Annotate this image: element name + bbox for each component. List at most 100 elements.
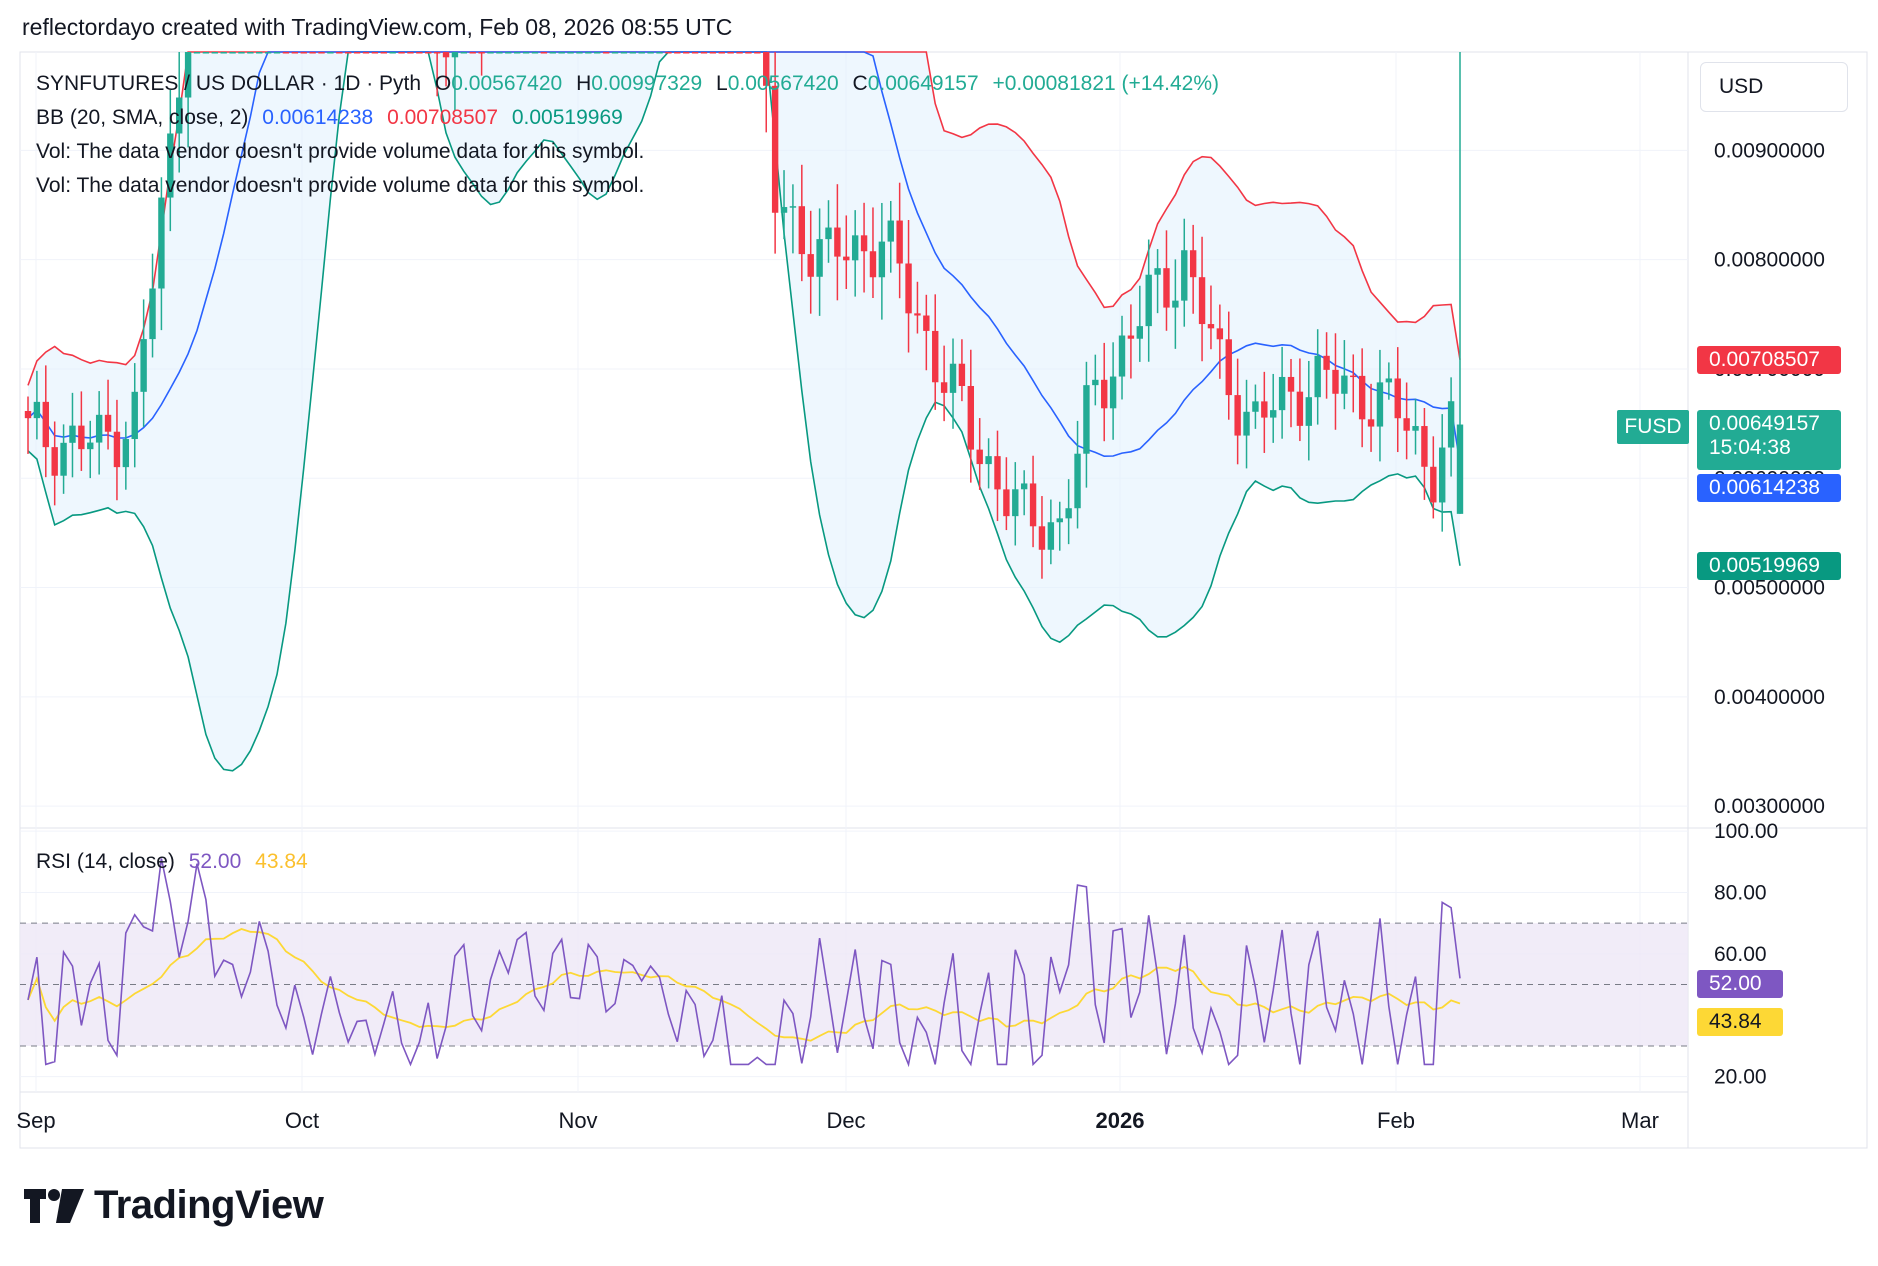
candle-body — [1136, 326, 1144, 339]
candle-body — [923, 315, 930, 331]
bb-basis-value: 0.00614238 — [262, 106, 374, 129]
candle-body — [602, 52, 610, 54]
candle-body — [433, 52, 441, 54]
close-price: 0.00649157 — [1709, 412, 1820, 435]
candle-body — [1252, 401, 1259, 412]
time-tick-label: Sep — [16, 1108, 55, 1133]
candle-body — [780, 207, 788, 213]
candle-body — [851, 235, 859, 261]
candle-body — [1225, 339, 1232, 396]
candlesticks — [24, 52, 1464, 579]
ohlc-high: H0.00997329 — [576, 72, 703, 95]
time-tick-label: Feb — [1377, 1108, 1415, 1133]
candle-body — [1447, 401, 1455, 448]
candle-body — [273, 52, 281, 54]
candle-body — [42, 401, 49, 448]
rsi-tick-label: 60.00 — [1714, 943, 1767, 966]
candle-body — [620, 52, 628, 54]
candle-body — [674, 52, 681, 54]
candle-body — [1358, 375, 1366, 420]
candle-body — [1430, 466, 1437, 503]
volume-legend-2: Vol: The data vendor doesn't provide vol… — [36, 174, 645, 197]
candle-body — [1394, 378, 1401, 419]
candle-body — [940, 382, 948, 393]
candle-body — [807, 254, 814, 277]
candle-body — [594, 52, 601, 54]
tradingview-logo: TradingView — [24, 1183, 324, 1228]
candle-body — [1439, 447, 1446, 503]
candle-body — [860, 235, 868, 252]
bb-fill — [28, 52, 1460, 771]
candle-body — [1012, 489, 1019, 517]
rsi-axis[interactable]: 100.00 80.00 60.00 20.00 — [1714, 820, 1778, 1089]
candle-body — [1314, 355, 1321, 398]
candle-body — [496, 52, 503, 54]
tradingview-logo-icon — [24, 1188, 84, 1223]
candle-body — [1163, 268, 1170, 308]
ohlc-open: O0.00567420 — [434, 72, 563, 95]
candle-body — [238, 52, 245, 54]
bb-lower-value: 0.00519969 — [511, 106, 623, 129]
candle-body — [33, 401, 41, 419]
price-tick-label: 0.00900000 — [1714, 139, 1825, 162]
candle-body — [789, 206, 797, 208]
candle-body — [1029, 483, 1037, 527]
time-tick-label: Nov — [558, 1108, 597, 1133]
time-tick-label: 2026 — [1096, 1108, 1145, 1133]
candle-body — [327, 52, 334, 54]
candle-body — [1092, 379, 1099, 386]
candle-body — [1350, 375, 1357, 378]
candle-body — [1101, 379, 1108, 409]
ohlc-low: L0.00567420 — [716, 72, 839, 95]
candle-body — [540, 52, 548, 54]
currency-selector[interactable]: USD — [1700, 62, 1848, 112]
candle-body — [522, 52, 530, 54]
candle-body — [1287, 376, 1295, 392]
ohlc-close: C0.00649157 — [852, 72, 979, 95]
candle-body — [291, 52, 299, 54]
candle-body — [869, 251, 877, 278]
candle-body — [549, 52, 556, 54]
candle-body — [149, 288, 156, 340]
price-tick-label: 0.00500000 — [1714, 577, 1825, 600]
time-axis[interactable]: Sep Oct Nov Dec 2026 Feb Mar — [16, 1108, 1659, 1133]
rsi-tag: 52.00 — [1697, 970, 1783, 998]
candle-body — [60, 442, 67, 476]
candle-body — [718, 52, 725, 54]
bb-legend: BB (20, SMA, close, 2) 0.00614238 0.0070… — [36, 106, 631, 130]
candle-body — [949, 363, 957, 393]
candle-body — [1323, 355, 1330, 370]
candle-body — [318, 52, 325, 54]
candle-body — [647, 52, 654, 54]
candle-body — [754, 52, 761, 54]
candle-body — [611, 52, 619, 54]
candle-body — [700, 52, 708, 54]
close-price-tag: 0.00649157 15:04:38 — [1697, 410, 1841, 470]
candle-body — [78, 425, 85, 450]
candle-body — [1145, 274, 1152, 327]
candle-body — [513, 52, 521, 54]
candle-body — [309, 52, 316, 54]
candle-body — [1332, 369, 1339, 394]
candle-body — [416, 52, 423, 54]
candle-body — [1207, 324, 1215, 329]
price-tick-label: 0.00800000 — [1714, 249, 1825, 272]
candle-body — [531, 52, 539, 54]
rsi-value: 52.00 — [188, 850, 242, 873]
candle-body — [1367, 419, 1375, 427]
candle-body — [398, 52, 405, 54]
candle-body — [202, 52, 210, 54]
candle-body — [771, 85, 779, 213]
candle-body — [344, 52, 352, 54]
candle-body — [362, 52, 370, 54]
candle-body — [1198, 277, 1206, 325]
candle-body — [1403, 418, 1410, 431]
candle-body — [158, 197, 165, 289]
candle-body — [505, 52, 512, 54]
candle-body — [665, 52, 672, 54]
candle-body — [184, 52, 192, 98]
candle-body — [763, 52, 770, 86]
candle-body — [727, 52, 734, 54]
ohlc-change: +0.00081821 (+14.42%) — [992, 72, 1220, 95]
